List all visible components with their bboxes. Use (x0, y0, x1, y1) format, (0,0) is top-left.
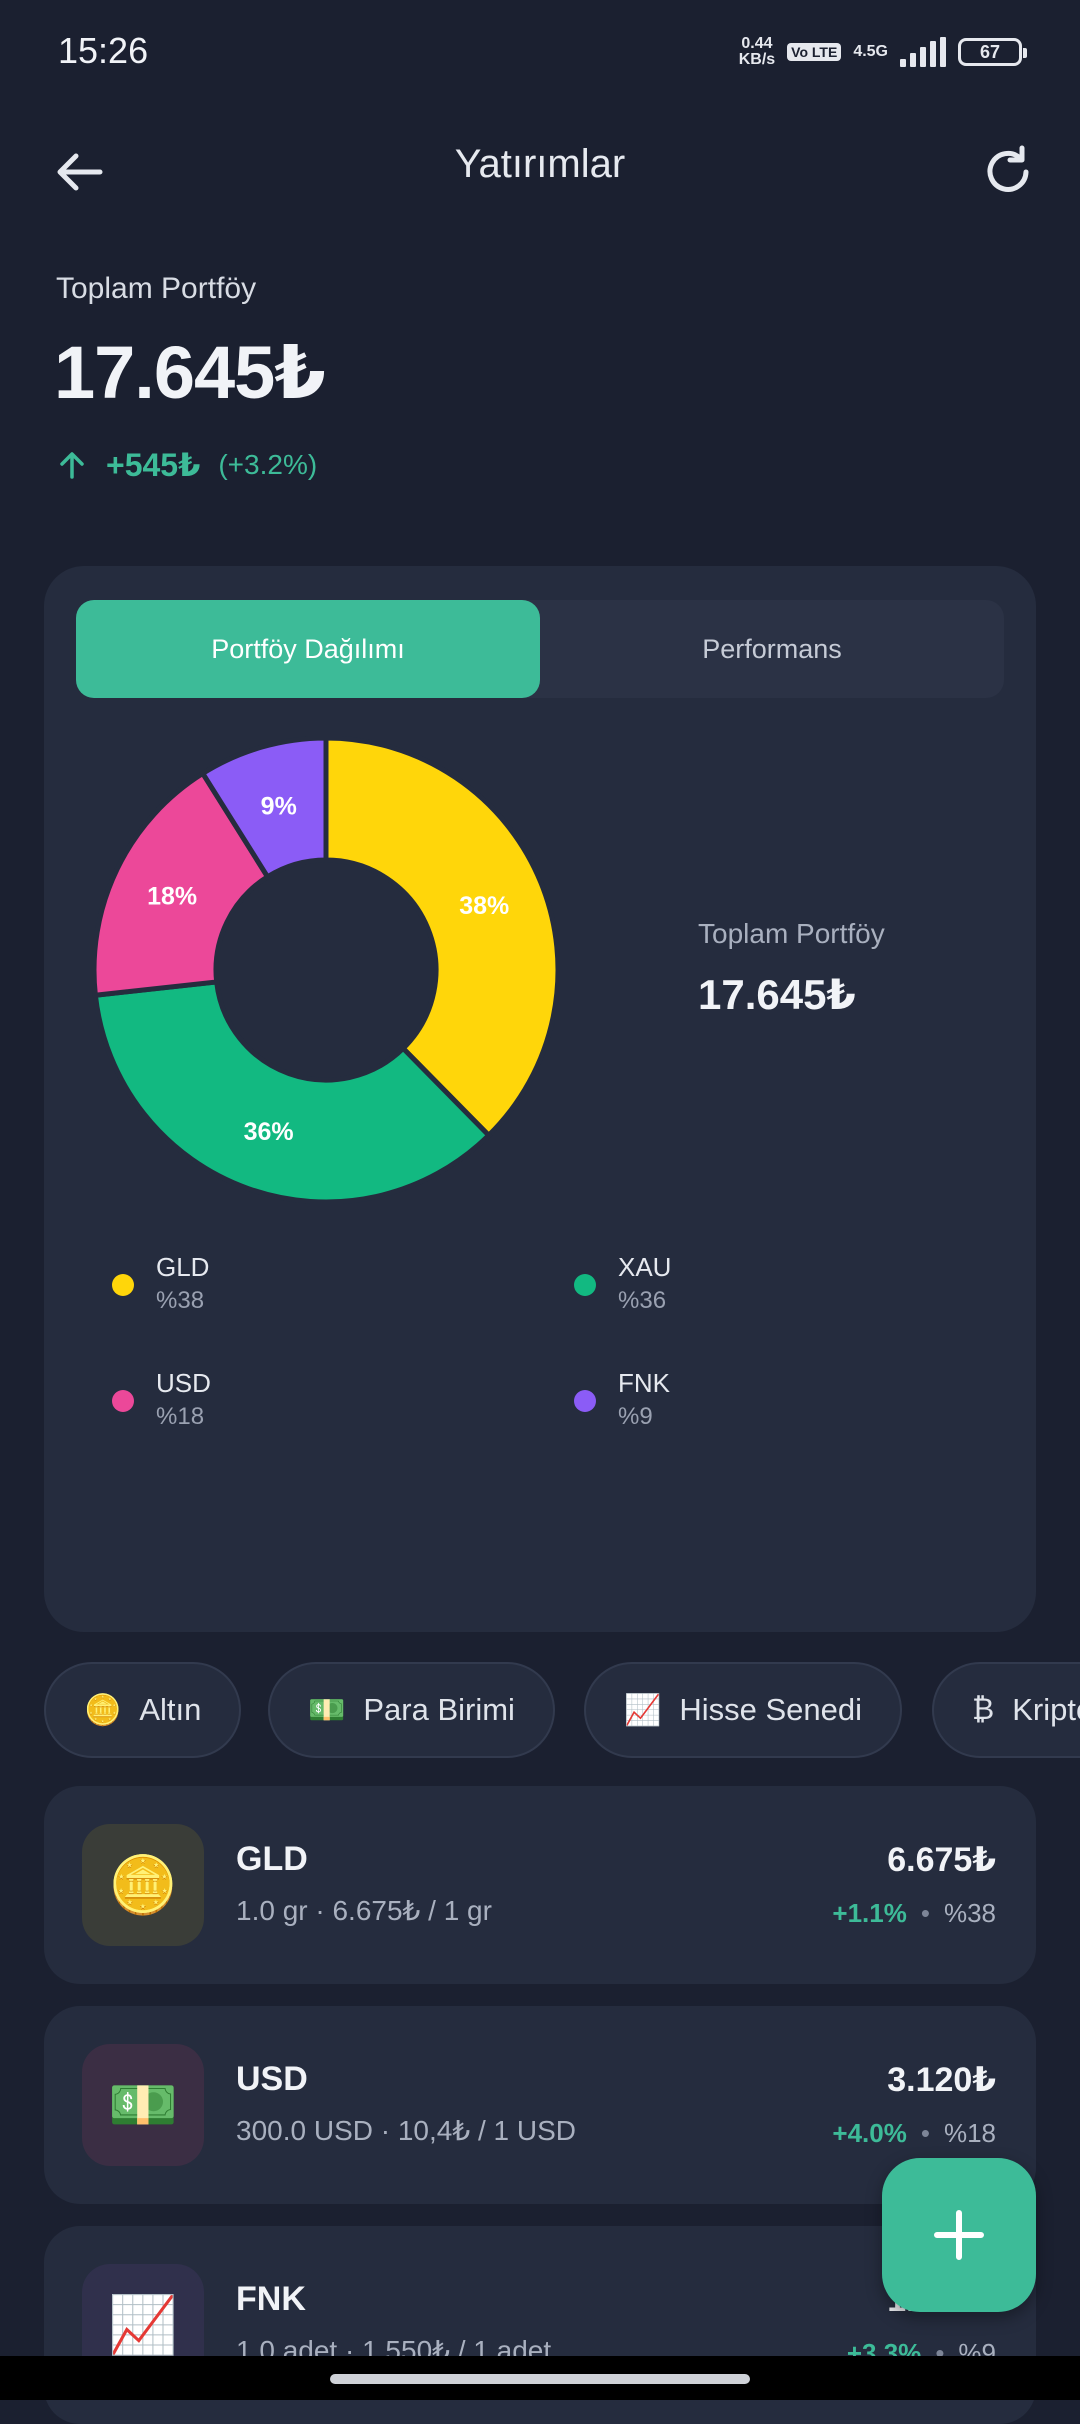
coin-icon: 🪙 (84, 1693, 122, 1727)
arrow-up-icon (60, 452, 84, 479)
legend-percent: %38 (156, 1287, 205, 1314)
total-portfolio-label: Toplam Portföy (56, 272, 257, 305)
legend-dot (574, 1390, 596, 1412)
donut-center-label: Toplam Portföy (698, 918, 885, 949)
legend-name: GLD (156, 1252, 210, 1282)
asset-details: 1.0 gr · 6.675₺ / 1 gr (236, 1895, 492, 1926)
change-amount: +545₺ (106, 447, 201, 483)
network-speed-value: 0.44 (741, 35, 773, 52)
network-speed: 0.44 KB/s (739, 36, 775, 68)
asset-name: FNK (236, 2280, 306, 2318)
donut-slice-xau (92, 979, 493, 1204)
network-type: 4.5G (853, 43, 888, 60)
asset-details: 300.0 USD · 10,4₺ / 1 USD (236, 2115, 576, 2146)
coin-icon: 🪙 (82, 1824, 204, 1946)
chip-label: Para Birimi (363, 1692, 515, 1727)
chip-label: Hisse Senedi (679, 1692, 863, 1727)
chip-label: Kripto (1012, 1692, 1080, 1727)
network-speed-unit: KB/s (738, 51, 776, 68)
allocation-donut-chart: 38% 36% 18% 9% (92, 736, 560, 1204)
legend-name: USD (156, 1368, 211, 1398)
status-time: 15:26 (58, 30, 149, 71)
legend-item-usd: USD %18 (112, 1366, 211, 1434)
asset-meta: +1.1% • %38 (832, 1898, 996, 1929)
chart-up-icon: 📈 (624, 1693, 662, 1727)
separator-dot: • (920, 2118, 930, 2148)
tab-performance[interactable]: Performans (702, 633, 842, 664)
tab-portfolio-distribution[interactable]: Portföy Dağılımı (76, 600, 540, 698)
legend-item-fnk: FNK %9 (574, 1366, 670, 1434)
total-portfolio-value: 17.645₺ (54, 331, 326, 414)
donut-center-value: 17.645₺ (698, 971, 856, 1018)
donut-slice-fnk (199, 736, 329, 881)
legend-dot (112, 1274, 134, 1296)
asset-name: USD (236, 2060, 308, 2098)
donut-label-fnk: 9% (261, 793, 297, 821)
separator-dot: • (935, 2338, 945, 2368)
portfolio-change: +545₺ (+3.2%) (56, 446, 317, 484)
refresh-icon[interactable] (976, 140, 1040, 204)
banknote-icon: 💵 (82, 2044, 204, 2166)
home-indicator[interactable] (330, 2374, 750, 2384)
legend-percent: %36 (618, 1287, 667, 1314)
banknote-icon: 💵 (308, 1693, 346, 1727)
donut-slice-usd (92, 769, 272, 998)
change-percent: (+3.2%) (218, 449, 318, 480)
donut-slice-gld (323, 736, 560, 1139)
filter-chip-crypto[interactable]: ₿ Kripto (932, 1662, 1080, 1758)
volte-icon: Vo LTE (787, 43, 842, 61)
filter-chip-stock[interactable]: 📈 Hisse Senedi (584, 1662, 903, 1758)
plus-icon (934, 2210, 984, 2260)
donut-label-usd: 18% (147, 882, 197, 910)
arrow-left-icon[interactable] (48, 140, 112, 204)
filter-chip-currency[interactable]: 💵 Para Birimi (268, 1662, 555, 1758)
add-investment-button[interactable] (882, 2158, 1036, 2312)
chart-tabs: Portföy Dağılımı Performans (76, 600, 1004, 698)
asset-value: 6.675₺ (887, 1841, 996, 1879)
legend-percent: %9 (618, 1403, 653, 1430)
status-icons: 0.44 KB/s Vo LTE 4.5G 67 (739, 36, 1027, 68)
asset-row-gld[interactable]: 🪙 GLD 1.0 gr · 6.675₺ / 1 gr 6.675₺ +1.1… (44, 1786, 1036, 1984)
asset-value: 3.120₺ (887, 2061, 996, 2099)
legend-item-gld: GLD %38 (112, 1250, 209, 1318)
asset-change: +4.0% (832, 2118, 907, 2148)
legend-name: XAU (618, 1252, 672, 1282)
bitcoin-icon: ₿ (972, 1693, 995, 1726)
asset-change: +1.1% (832, 1898, 907, 1928)
chip-label: Altın (139, 1692, 202, 1727)
asset-name: GLD (236, 1840, 308, 1878)
asset-share: %38 (943, 1898, 996, 1928)
legend-item-xau: XAU %36 (574, 1250, 671, 1318)
battery-level: 67 (979, 41, 1001, 62)
legend-dot (574, 1274, 596, 1296)
battery-icon: 67 (958, 38, 1027, 66)
signal-icon (900, 37, 946, 67)
donut-label-xau: 36% (244, 1118, 294, 1146)
legend-dot (112, 1390, 134, 1412)
asset-row-usd[interactable]: 💵 USD 300.0 USD · 10,4₺ / 1 USD 3.120₺ +… (44, 2006, 1036, 2204)
legend-name: FNK (618, 1368, 670, 1398)
donut-label-gld: 38% (459, 892, 509, 920)
separator-dot: • (920, 1898, 930, 1928)
asset-meta: +4.0% • %18 (832, 2118, 996, 2149)
legend-percent: %18 (156, 1403, 205, 1430)
asset-share: %18 (943, 2118, 996, 2148)
filter-chip-gold[interactable]: 🪙 Altın (44, 1662, 242, 1758)
page-title: Yatırımlar (454, 142, 626, 186)
